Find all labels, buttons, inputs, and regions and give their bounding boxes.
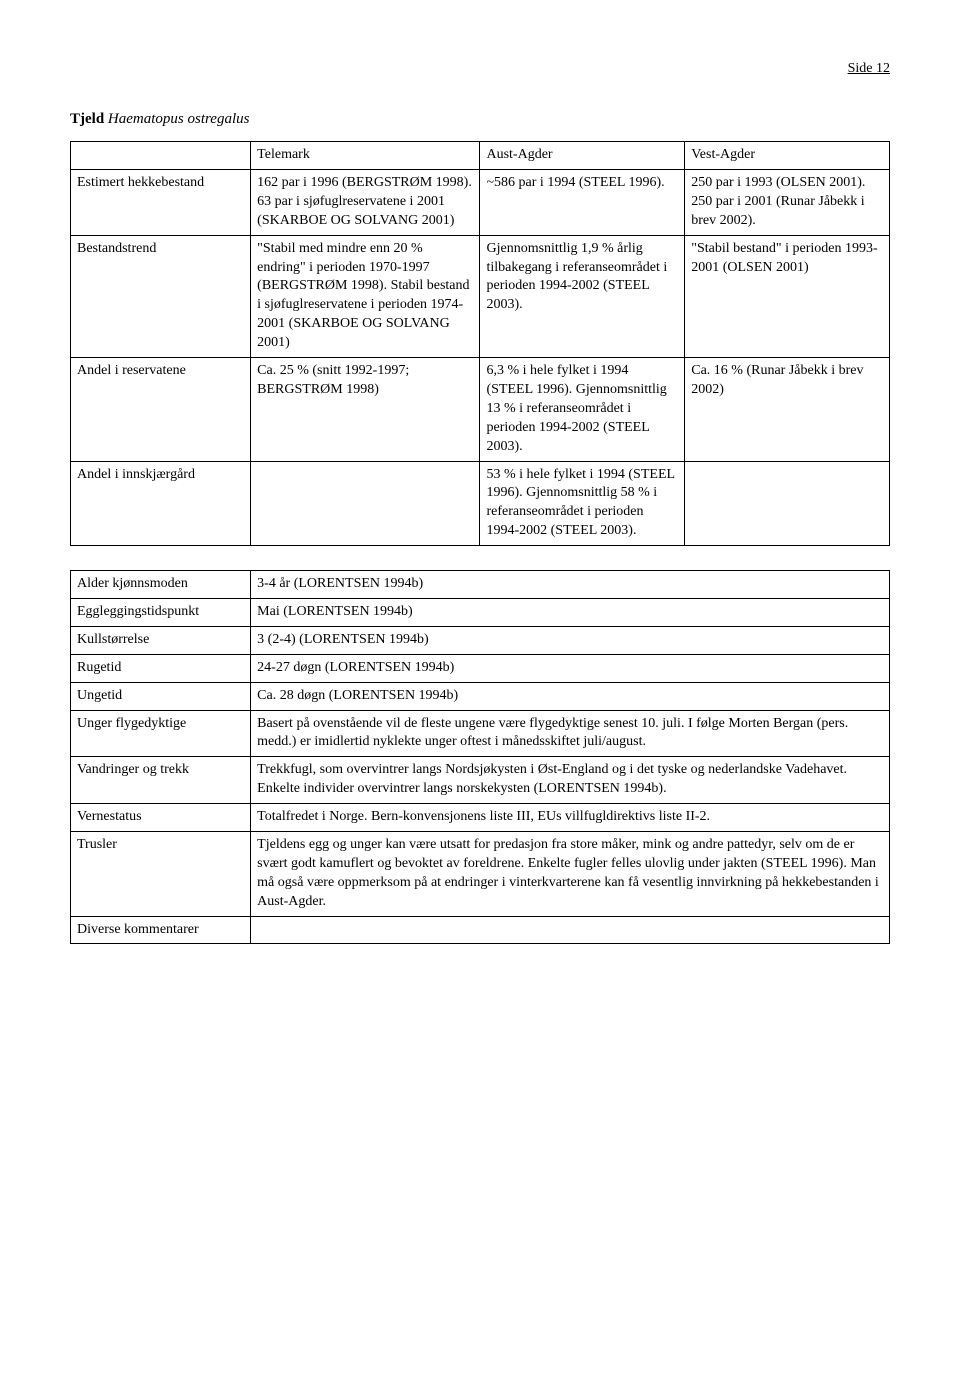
cell-vest: "Stabil bestand" i perioden 1993-2001 (O… xyxy=(685,235,890,357)
table-row: Vandringer og trekk Trekkfugl, som overv… xyxy=(71,757,890,804)
attr-value: Tjeldens egg og unger kan være utsatt fo… xyxy=(251,831,890,916)
attr-label: Alder kjønnsmoden xyxy=(71,571,251,599)
attr-label: Ungetid xyxy=(71,682,251,710)
cell-telemark: "Stabil med mindre enn 20 % endring" i p… xyxy=(251,235,480,357)
header-empty xyxy=(71,142,251,170)
table-row: Kullstørrelse 3 (2-4) (LORENTSEN 1994b) xyxy=(71,626,890,654)
row-label: Bestandstrend xyxy=(71,235,251,357)
attr-label: Unger flygedyktige xyxy=(71,710,251,757)
table-row: Estimert hekkebestand 162 par i 1996 (BE… xyxy=(71,170,890,236)
attr-value: Totalfredet i Norge. Bern-konvensjonens … xyxy=(251,804,890,832)
attr-label: Vandringer og trekk xyxy=(71,757,251,804)
row-label: Andel i reservatene xyxy=(71,358,251,461)
cell-aust: 6,3 % i hele fylket i 1994 (STEEL 1996).… xyxy=(480,358,685,461)
attr-label: Diverse kommentarer xyxy=(71,916,251,944)
header-telemark: Telemark xyxy=(251,142,480,170)
page-title: Tjeld Haematopus ostregalus xyxy=(70,109,890,129)
attr-value: 3 (2-4) (LORENTSEN 1994b) xyxy=(251,626,890,654)
table-row: Andel i innskjærgård 53 % i hele fylket … xyxy=(71,461,890,546)
attribute-table: Alder kjønnsmoden 3-4 år (LORENTSEN 1994… xyxy=(70,570,890,944)
page-number: Side 12 xyxy=(70,60,890,79)
cell-aust: Gjennomsnittlig 1,9 % årlig tilbakegang … xyxy=(480,235,685,357)
cell-vest xyxy=(685,461,890,546)
title-latin-name: Haematopus ostregalus xyxy=(108,111,250,127)
table-row: Alder kjønnsmoden 3-4 år (LORENTSEN 1994… xyxy=(71,571,890,599)
row-label: Andel i innskjærgård xyxy=(71,461,251,546)
table-row: Unger flygedyktige Basert på ovenstående… xyxy=(71,710,890,757)
table-row: Trusler Tjeldens egg og unger kan være u… xyxy=(71,831,890,916)
cell-aust: ~586 par i 1994 (STEEL 1996). xyxy=(480,170,685,236)
attr-value xyxy=(251,916,890,944)
attr-label: Eggleggingstidspunkt xyxy=(71,598,251,626)
main-table: Telemark Aust-Agder Vest-Agder Estimert … xyxy=(70,141,890,546)
attr-value: Mai (LORENTSEN 1994b) xyxy=(251,598,890,626)
attr-value: 24-27 døgn (LORENTSEN 1994b) xyxy=(251,654,890,682)
title-common-name: Tjeld xyxy=(70,111,104,127)
cell-vest: Ca. 16 % (Runar Jåbekk i brev 2002) xyxy=(685,358,890,461)
table-row: Ungetid Ca. 28 døgn (LORENTSEN 1994b) xyxy=(71,682,890,710)
attr-label: Rugetid xyxy=(71,654,251,682)
cell-telemark: Ca. 25 % (snitt 1992-1997; BERGSTRØM 199… xyxy=(251,358,480,461)
table-header-row: Telemark Aust-Agder Vest-Agder xyxy=(71,142,890,170)
cell-telemark xyxy=(251,461,480,546)
attr-value: Trekkfugl, som overvintrer langs Nordsjø… xyxy=(251,757,890,804)
attr-value: Ca. 28 døgn (LORENTSEN 1994b) xyxy=(251,682,890,710)
attr-value: 3-4 år (LORENTSEN 1994b) xyxy=(251,571,890,599)
attr-value: Basert på ovenstående vil de fleste unge… xyxy=(251,710,890,757)
cell-telemark: 162 par i 1996 (BERGSTRØM 1998). 63 par … xyxy=(251,170,480,236)
cell-vest: 250 par i 1993 (OLSEN 2001). 250 par i 2… xyxy=(685,170,890,236)
table-row: Diverse kommentarer xyxy=(71,916,890,944)
header-aust-agder: Aust-Agder xyxy=(480,142,685,170)
attr-label: Vernestatus xyxy=(71,804,251,832)
attr-label: Kullstørrelse xyxy=(71,626,251,654)
header-vest-agder: Vest-Agder xyxy=(685,142,890,170)
table-row: Andel i reservatene Ca. 25 % (snitt 1992… xyxy=(71,358,890,461)
table-row: Eggleggingstidspunkt Mai (LORENTSEN 1994… xyxy=(71,598,890,626)
attr-label: Trusler xyxy=(71,831,251,916)
table-row: Bestandstrend "Stabil med mindre enn 20 … xyxy=(71,235,890,357)
table-row: Rugetid 24-27 døgn (LORENTSEN 1994b) xyxy=(71,654,890,682)
cell-aust: 53 % i hele fylket i 1994 (STEEL 1996). … xyxy=(480,461,685,546)
table-row: Vernestatus Totalfredet i Norge. Bern-ko… xyxy=(71,804,890,832)
row-label: Estimert hekkebestand xyxy=(71,170,251,236)
